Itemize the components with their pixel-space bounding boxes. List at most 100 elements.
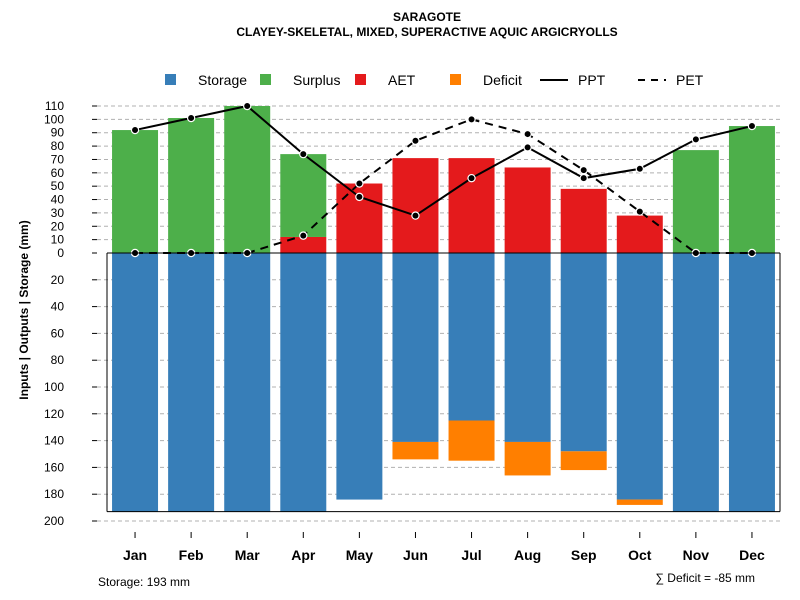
y-tick-label: 160: [44, 460, 64, 474]
ppt-point: [747, 121, 757, 131]
legend-swatch-deficit: [450, 74, 461, 85]
ppt-point: [299, 149, 308, 159]
surplus-bar-mar: [224, 106, 271, 253]
legend-label-aet: AET: [388, 72, 416, 88]
x-tick-label-mar: Mar: [235, 547, 260, 563]
legend-swatch-storage: [165, 74, 176, 85]
storage-bar-dec: [728, 253, 775, 512]
storage-bar-feb: [168, 253, 215, 512]
y-tick-label: 110: [45, 99, 64, 113]
surplus-bar-dec: [728, 126, 775, 253]
ppt-point: [355, 192, 364, 202]
x-tick-label-may: May: [346, 547, 373, 563]
legend: Storage Surplus AET Deficit PPT PET: [165, 72, 704, 88]
y-tick-label: 140: [44, 434, 64, 448]
ppt-point: [579, 173, 588, 183]
x-tick-label-jan: Jan: [123, 547, 147, 563]
y-tick-label: 40: [51, 300, 65, 314]
storage-bar-oct: [616, 253, 663, 500]
ppt-point: [635, 164, 644, 174]
legend-label-storage: Storage: [198, 72, 247, 88]
x-tick-label-jul: Jul: [461, 547, 481, 563]
chart-subtitle: CLAYEY-SKELETAL, MIXED, SUPERACTIVE AQUI…: [236, 25, 617, 39]
y-tick-label: 20: [51, 273, 65, 287]
ppt-point: [523, 143, 532, 152]
pet-point: [355, 179, 364, 188]
y-tick-label: 60: [51, 326, 65, 340]
deficit-bar-jun: [392, 441, 439, 460]
y-tick-label: 20: [51, 219, 65, 233]
ppt-point: [691, 135, 701, 144]
pet-point: [523, 129, 532, 139]
bars: [112, 106, 775, 512]
y-tick-label: 30: [51, 206, 65, 220]
y-tick-label: 90: [51, 126, 65, 140]
deficit-bar-jul: [448, 420, 495, 461]
storage-bar-jul: [448, 253, 495, 421]
x-tick-label-apr: Apr: [291, 547, 316, 563]
legend-label-pet: PET: [676, 72, 704, 88]
x-tick-label-aug: Aug: [514, 547, 541, 563]
deficit-bar-sep: [560, 451, 607, 471]
deficit-bar-oct: [616, 499, 663, 505]
deficit-footnote: ∑ Deficit = -85 mm: [655, 571, 755, 585]
storage-bar-apr: [280, 253, 327, 512]
ppt-point: [467, 173, 476, 183]
y-tick-label: 70: [51, 152, 65, 166]
pet-point: [411, 136, 420, 145]
storage-bar-jan: [112, 253, 159, 512]
y-tick-label: 80: [51, 139, 65, 153]
aet-bar-aug: [504, 167, 551, 253]
storage-bar-mar: [224, 253, 271, 512]
chart-title: SARAGOTE: [393, 10, 461, 24]
x-tick-label-oct: Oct: [628, 547, 652, 563]
aet-bar-oct: [616, 215, 663, 253]
y-tick-label: 80: [51, 353, 65, 367]
pet-point: [635, 207, 644, 216]
aet-bar-sep: [560, 188, 607, 253]
y-tick-label: 200: [44, 514, 64, 528]
legend-label-surplus: Surplus: [293, 72, 340, 88]
y-tick-label: 10: [51, 233, 65, 247]
y-tick-label: 120: [44, 407, 64, 421]
storage-bar-jun: [392, 253, 439, 442]
storage-bar-aug: [504, 253, 551, 442]
surplus-bar-jan: [112, 130, 159, 253]
storage-bar-sep: [560, 253, 607, 452]
y-tick-label: 50: [51, 179, 65, 193]
surplus-bar-nov: [672, 150, 719, 253]
y-tick-label: 100: [44, 380, 64, 394]
y-tick-label: 40: [51, 193, 65, 207]
legend-label-ppt: PPT: [578, 72, 606, 88]
y-axis-label: Inputs | Outputs | Storage (mm): [17, 220, 31, 399]
storage-bar-nov: [672, 253, 719, 512]
axes: 0102030405060708090100110204060801001201…: [44, 99, 781, 563]
ppt-point: [186, 113, 196, 123]
y-tick-label: 60: [51, 166, 65, 180]
x-tick-label-dec: Dec: [739, 547, 765, 563]
ppt-point: [243, 101, 252, 111]
pet-point: [299, 231, 308, 240]
pet-point: [467, 115, 476, 124]
x-tick-label-sep: Sep: [571, 547, 597, 563]
ppt-point: [130, 125, 140, 135]
aet-bar-jul: [448, 158, 495, 253]
ppt-point: [411, 211, 420, 220]
x-tick-label-jun: Jun: [403, 547, 428, 563]
x-tick-label-nov: Nov: [683, 547, 710, 563]
ppt-line: [134, 104, 753, 217]
y-tick-label: 0: [57, 246, 64, 260]
legend-swatch-aet: [355, 74, 366, 85]
legend-swatch-surplus: [260, 74, 271, 85]
aet-bar-apr: [280, 236, 327, 253]
surplus-bar-apr: [280, 154, 327, 237]
deficit-bar-aug: [504, 441, 551, 476]
legend-label-deficit: Deficit: [483, 72, 522, 88]
pet-point: [579, 165, 588, 175]
y-tick-label: 180: [44, 487, 64, 501]
storage-bar-may: [336, 253, 383, 500]
x-tick-label-feb: Feb: [179, 547, 204, 563]
y-tick-label: 100: [44, 112, 64, 126]
storage-footnote: Storage: 193 mm: [98, 575, 190, 589]
